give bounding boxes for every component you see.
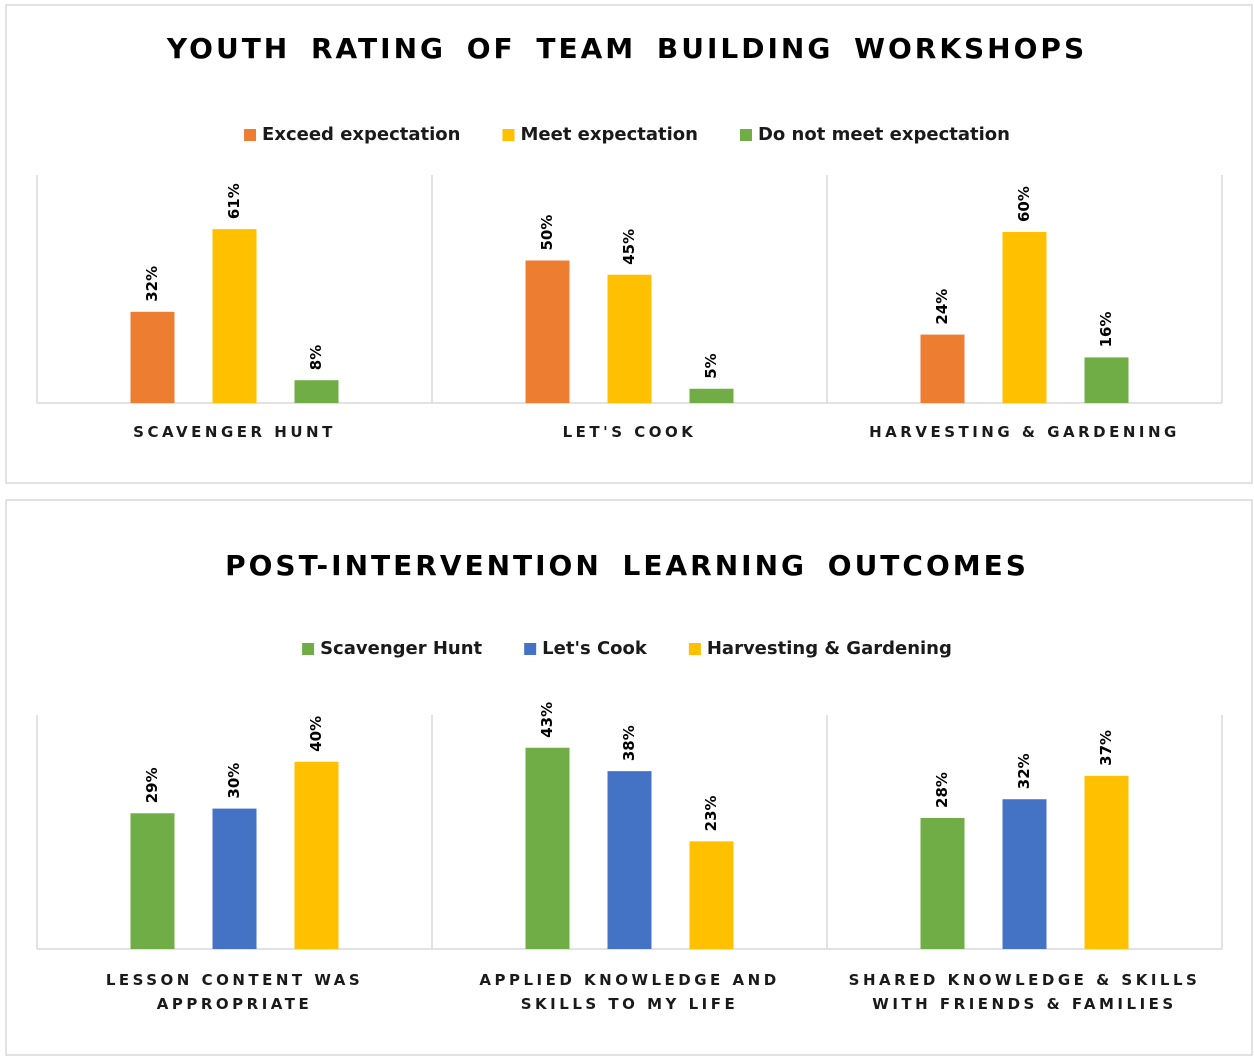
legend-label: Let's Cook (542, 638, 648, 659)
legend-swatch (524, 643, 537, 655)
x-tick-label: LESSON CONTENT WAS APPROPRIATE (105, 971, 364, 1013)
data-label: 45% (620, 229, 638, 265)
legend-label: Exceed expectation (262, 124, 460, 145)
bar (1084, 357, 1129, 403)
chart-title: YOUTH RATING OF TEAM BUILDING WORKSHOPS (166, 32, 1087, 65)
data-label: 30% (225, 763, 243, 799)
bar (1084, 775, 1129, 949)
data-label: 24% (933, 289, 951, 325)
bar (212, 229, 257, 403)
legend-label: Harvesting & Gardening (707, 638, 952, 659)
data-label: 16% (1097, 311, 1115, 347)
bar (1002, 799, 1047, 949)
data-label: 37% (1097, 730, 1115, 766)
bar (607, 771, 652, 949)
bar (920, 334, 965, 403)
bar (130, 813, 175, 949)
x-tick-label: SHARED KNOWLEDGE & SKILLS WITH FRIENDS &… (848, 971, 1201, 1013)
data-label: 60% (1015, 186, 1033, 222)
bar (212, 808, 257, 949)
data-label: 29% (143, 767, 161, 803)
x-tick-label: APPLIED KNOWLEDGE AND SKILLS TO MY LIFE (479, 971, 780, 1013)
data-label: 43% (538, 702, 556, 738)
data-label: 8% (307, 345, 325, 370)
x-tick-label: HARVESTING & GARDENING (869, 423, 1180, 441)
bar (689, 388, 734, 403)
data-label: 32% (1015, 753, 1033, 789)
bar (294, 380, 339, 403)
data-label: 50% (538, 215, 556, 251)
chart-title: POST-INTERVENTION LEARNING OUTCOMES (225, 549, 1029, 582)
bar (920, 817, 965, 949)
data-label: 40% (307, 716, 325, 752)
bar (130, 311, 175, 403)
bar (1002, 232, 1047, 403)
data-label: 32% (143, 266, 161, 302)
bar (607, 274, 652, 403)
legend-label: Do not meet expectation (758, 124, 1010, 145)
bar (525, 260, 570, 403)
legend-label: Scavenger Hunt (320, 638, 482, 659)
legend-swatch (688, 643, 701, 655)
legend-swatch (502, 129, 515, 141)
legend-swatch (302, 643, 315, 655)
x-tick-label: LET'S COOK (562, 423, 697, 441)
legend-swatch (244, 129, 257, 141)
bar (689, 841, 734, 949)
data-label: 5% (702, 353, 720, 378)
data-label: 61% (225, 183, 243, 219)
legend-swatch (739, 129, 752, 141)
data-label: 23% (702, 795, 720, 831)
legend-label: Meet expectation (520, 124, 698, 145)
x-tick-label: SCAVENGER HUNT (133, 423, 336, 441)
data-label: 28% (933, 772, 951, 808)
bar (294, 761, 339, 949)
data-label: 38% (620, 725, 638, 761)
bar (525, 747, 570, 949)
